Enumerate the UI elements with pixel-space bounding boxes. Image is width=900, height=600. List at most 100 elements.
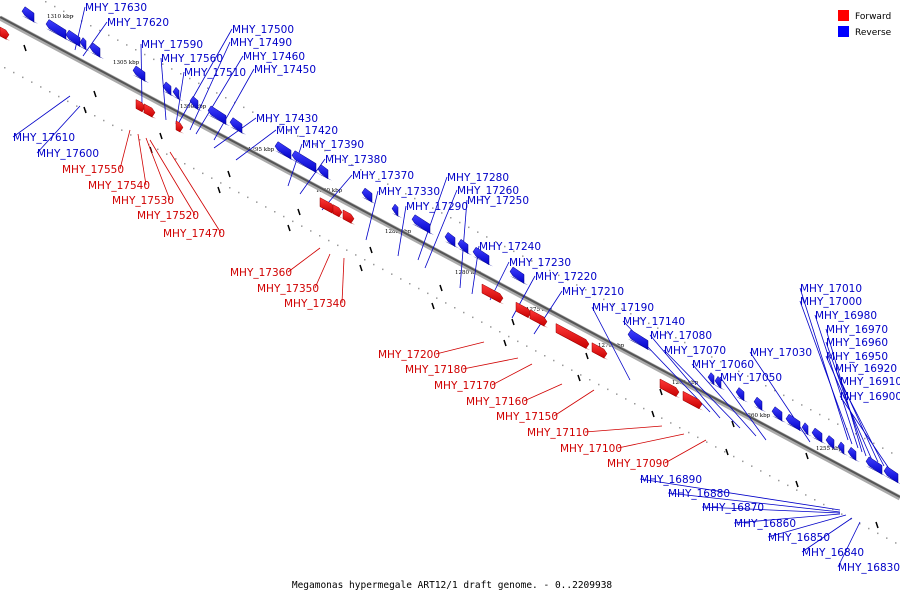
gene-glyph-mhy_17450 [229,117,246,135]
gene-glyph-mhy_17030 [837,441,848,456]
gene-label-mhy-17050: MHY_17050 [720,372,782,384]
gene-label-mhy-17010: MHY_17010 [800,283,862,295]
gene-label-mhy-17590: MHY_17590 [141,39,203,51]
gene-labels: MHY_17630 MHY_17620 MHY_17610 MHY_17600 MHY_… [13,2,900,574]
gene-label-mhy-17000: MHY_17000 [800,296,862,308]
gene-label-mhy-16830: MHY_16830 [838,562,900,574]
gene-glyph-mhy_17150 [591,342,608,360]
scale-tick-label: 1295 kbp [248,147,275,153]
gene-glyph-mhy_17250 [509,266,528,286]
label-leader-lines [12,6,891,568]
gene-glyph-mhy_17510 [162,81,175,97]
scale-tick-label: 1255 kbp [816,446,843,452]
gene-glyph-mhy_17260 [472,246,493,267]
scale-tick-label: 1280 kbp [455,270,482,276]
gene-glyph-mhy_17010 [847,446,860,463]
gene-glyph-mhy_17000 [865,456,886,476]
gene-glyph-mhy_17070 [801,422,812,437]
gene-glyph-mhy_17160 [555,323,590,351]
legend-forward-swatch [838,10,849,21]
gene-glyph-mhy_17140 [771,406,786,423]
gene-label-mhy-17370: MHY_17370 [352,170,414,182]
gene-glyph-mhy_17210 [735,387,748,403]
gene-glyph-mhy_17220 [714,375,725,391]
gene-label-mhy-17600: MHY_17600 [37,148,99,160]
gene-label-mhy-17470: MHY_17470 [163,228,225,240]
gene-glyph-mhy_17330 [411,214,434,235]
scale-tick-label: 1260 kbp [744,413,771,419]
scale-tick-label: 1275 kbp [526,307,553,313]
gene-label-mhy-17170: MHY_17170 [434,380,496,392]
scale-tick-label: 1310 kbp [47,14,74,20]
gene-label-mhy-17390: MHY_17390 [302,139,364,151]
legend: Forward Reverse [838,10,892,38]
gene-glyph-mhy_17590 [89,42,104,59]
gene-label-mhy-17290: MHY_17290 [406,201,468,213]
gene-label-mhy-16950: MHY_16950 [826,351,888,363]
gene-label-mhy-17560: MHY_17560 [161,53,223,65]
gene-glyph-mhy_17230 [707,372,718,387]
gene-glyph-mhy_17420 [291,150,320,175]
gene-label-mhy-16850: MHY_16850 [768,532,830,544]
gene-label-mhy-17150: MHY_17150 [496,411,558,423]
gene-label-mhy-17540: MHY_17540 [88,180,150,192]
gene-glyph-mhy_17390 [317,164,332,181]
gene-label-mhy-17180: MHY_17180 [405,364,467,376]
gene-label-mhy-17070: MHY_17070 [664,345,726,357]
gene-glyph-mhy_16980 [883,466,900,484]
gene-label-mhy-17090: MHY_17090 [607,458,669,470]
gene-label-mhy-17250: MHY_17250 [467,195,529,207]
gene-label-mhy-17500: MHY_17500 [232,24,294,36]
gene-label-mhy-17030: MHY_17030 [750,347,812,359]
gene-glyph-mhy_17520 [175,120,184,134]
gene-glyph-mhy_17240 [627,329,652,352]
gene-label-mhy-17360: MHY_17360 [230,267,292,279]
gene-label-mhy-16910: MHY_16910 [840,376,900,388]
gene-glyph-mhy_17080 [785,413,804,433]
strand-dots [4,1,897,544]
gene-label-mhy-16890: MHY_16890 [640,474,702,486]
gene-glyph-mhy_17630 [21,6,38,24]
gene-glyph-mhy_17180 [515,301,532,320]
gene-glyph-mhy_17360 [332,204,343,219]
gene-glyph-mhy_17050 [825,435,838,451]
gene-glyph-mhy_17490 [189,95,202,112]
gene-label-mhy-17430: MHY_17430 [256,113,318,125]
gene-label-mhy-17490: MHY_17490 [230,37,292,49]
gene-label-mhy-16860: MHY_16860 [734,518,796,530]
legend-reverse-swatch [838,26,849,37]
gene-label-mhy-17420: MHY_17420 [276,125,338,137]
gene-label-mhy-16970: MHY_16970 [826,324,888,336]
gene-glyph-mhy_17060 [811,427,826,444]
gene-label-mhy-17210: MHY_17210 [562,286,624,298]
gene-label-mhy-17220: MHY_17220 [535,271,597,283]
gene-glyph-mhy_17170 [529,309,548,328]
gene-glyphs [0,6,900,484]
gene-label-mhy-17110: MHY_17110 [527,427,589,439]
gene-glyph-mhy_17380 [361,187,376,204]
gene-label-mhy-17080: MHY_17080 [650,330,712,342]
gene-glyph-mhy_17550 [0,26,10,41]
scale-tick-label: 1305 kbp [113,60,140,66]
gene-label-mhy-17460: MHY_17460 [243,51,305,63]
gene-label-mhy-17530: MHY_17530 [112,195,174,207]
gene-label-mhy-16980: MHY_16980 [815,310,877,322]
gene-glyph-mhy_17430 [274,141,295,161]
gene-glyph-mhy_17190 [753,396,766,412]
gene-glyph-mhy_17560 [132,65,149,83]
legend-reverse-label: Reverse [855,28,892,38]
genome-backbone [0,15,900,501]
gene-label-mhy-17160: MHY_17160 [466,396,528,408]
gene-glyph-mhy_17620 [45,19,70,41]
gene-glyph-mhy_17110 [659,378,680,399]
gene-label-mhy-17450: MHY_17450 [254,64,316,76]
gene-label-mhy-17060: MHY_17060 [692,359,754,371]
gene-glyph-mhy_17530 [143,103,156,119]
gene-glyph-mhy_17500 [172,86,183,102]
gene-glyph-mhy_17200 [481,283,504,305]
gene-label-mhy-17610: MHY_17610 [13,132,75,144]
gene-glyph-mhy_17370 [391,203,402,218]
